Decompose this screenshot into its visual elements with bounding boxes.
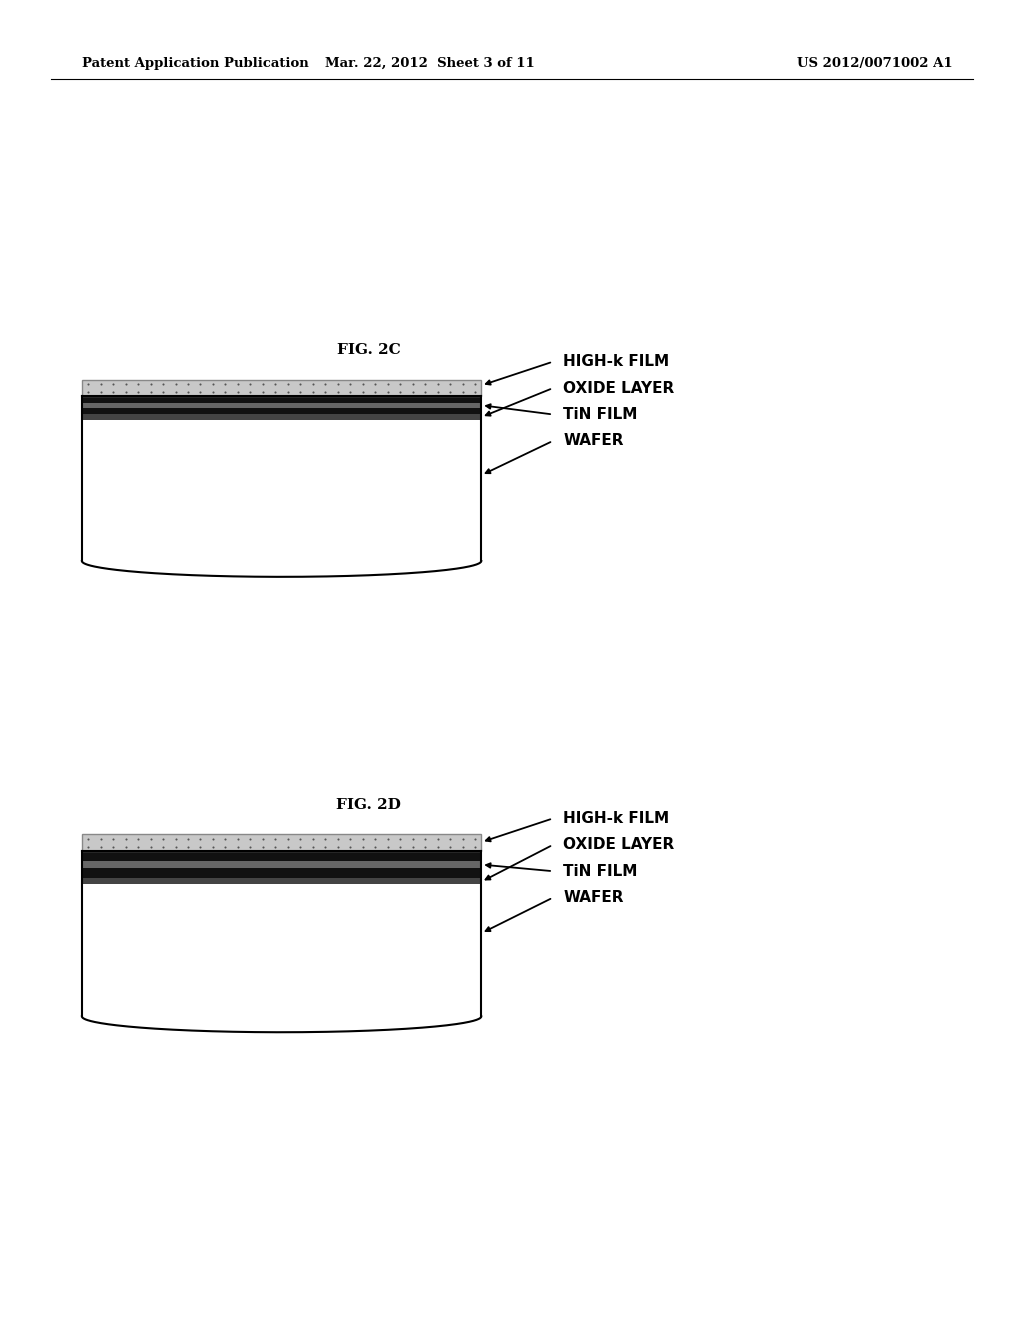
- Text: OXIDE LAYER: OXIDE LAYER: [563, 837, 675, 853]
- Bar: [82, 851, 481, 878]
- Polygon shape: [82, 561, 481, 577]
- Bar: [82, 380, 481, 396]
- Text: Patent Application Publication: Patent Application Publication: [82, 57, 308, 70]
- Text: FIG. 2D: FIG. 2D: [336, 799, 401, 812]
- Bar: [82, 396, 481, 414]
- Text: TiN FILM: TiN FILM: [563, 863, 638, 879]
- Text: HIGH-k FILM: HIGH-k FILM: [563, 354, 670, 370]
- Bar: [82, 396, 481, 561]
- Bar: [82, 403, 481, 408]
- Bar: [82, 414, 481, 420]
- Text: OXIDE LAYER: OXIDE LAYER: [563, 380, 675, 396]
- Text: US 2012/0071002 A1: US 2012/0071002 A1: [797, 57, 952, 70]
- Bar: [82, 862, 481, 869]
- Text: HIGH-k FILM: HIGH-k FILM: [563, 810, 670, 826]
- Text: WAFER: WAFER: [563, 433, 624, 449]
- Text: Mar. 22, 2012  Sheet 3 of 11: Mar. 22, 2012 Sheet 3 of 11: [326, 57, 535, 70]
- Text: TiN FILM: TiN FILM: [563, 407, 638, 422]
- Polygon shape: [82, 1016, 481, 1032]
- Bar: [82, 878, 481, 884]
- Text: WAFER: WAFER: [563, 890, 624, 906]
- Bar: [82, 851, 481, 1016]
- Bar: [82, 834, 481, 851]
- Text: FIG. 2C: FIG. 2C: [337, 343, 400, 356]
